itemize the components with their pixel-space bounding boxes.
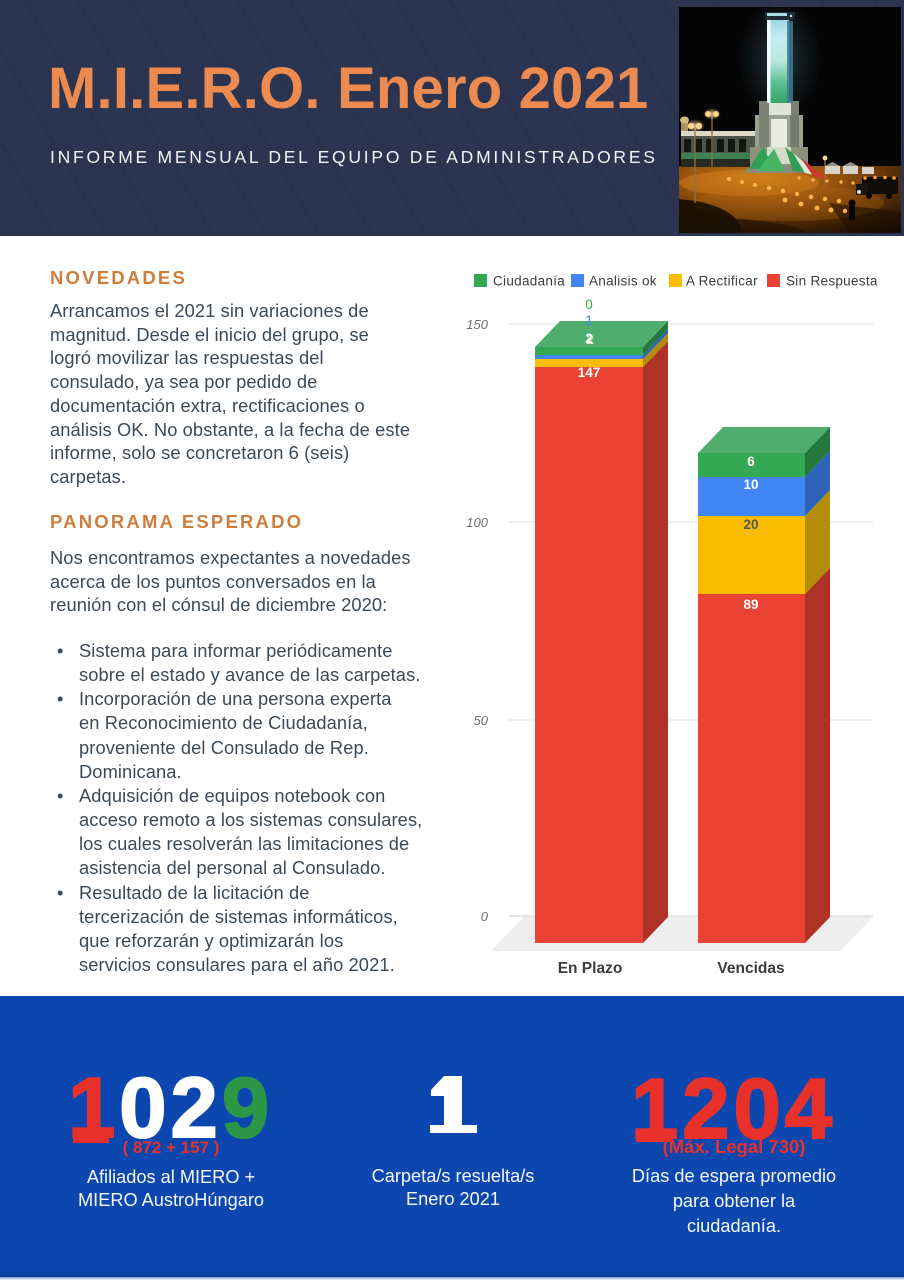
svg-text:150: 150 (466, 317, 488, 332)
svg-text:Vencidas: Vencidas (717, 960, 784, 977)
svg-text:20: 20 (743, 517, 758, 532)
svg-text:2: 2 (586, 332, 594, 347)
svg-text:0: 0 (481, 909, 489, 924)
svg-text:Analisis ok: Analisis ok (589, 274, 657, 289)
svg-text:100: 100 (466, 515, 488, 530)
svg-text:2: 2 (585, 331, 593, 346)
svg-text:147: 147 (578, 365, 601, 380)
svg-text:50: 50 (474, 713, 489, 728)
svg-text:En Plazo: En Plazo (558, 960, 623, 977)
svg-text:A Rectificar: A Rectificar (686, 274, 758, 289)
svg-text:Ciudadanía: Ciudadanía (493, 274, 565, 289)
svg-text:6: 6 (747, 454, 755, 469)
svg-text:10: 10 (743, 477, 758, 492)
svg-text:1: 1 (585, 313, 593, 328)
svg-text:0: 0 (585, 297, 593, 312)
svg-text:Sin Respuesta: Sin Respuesta (786, 274, 878, 289)
svg-text:89: 89 (743, 597, 758, 612)
